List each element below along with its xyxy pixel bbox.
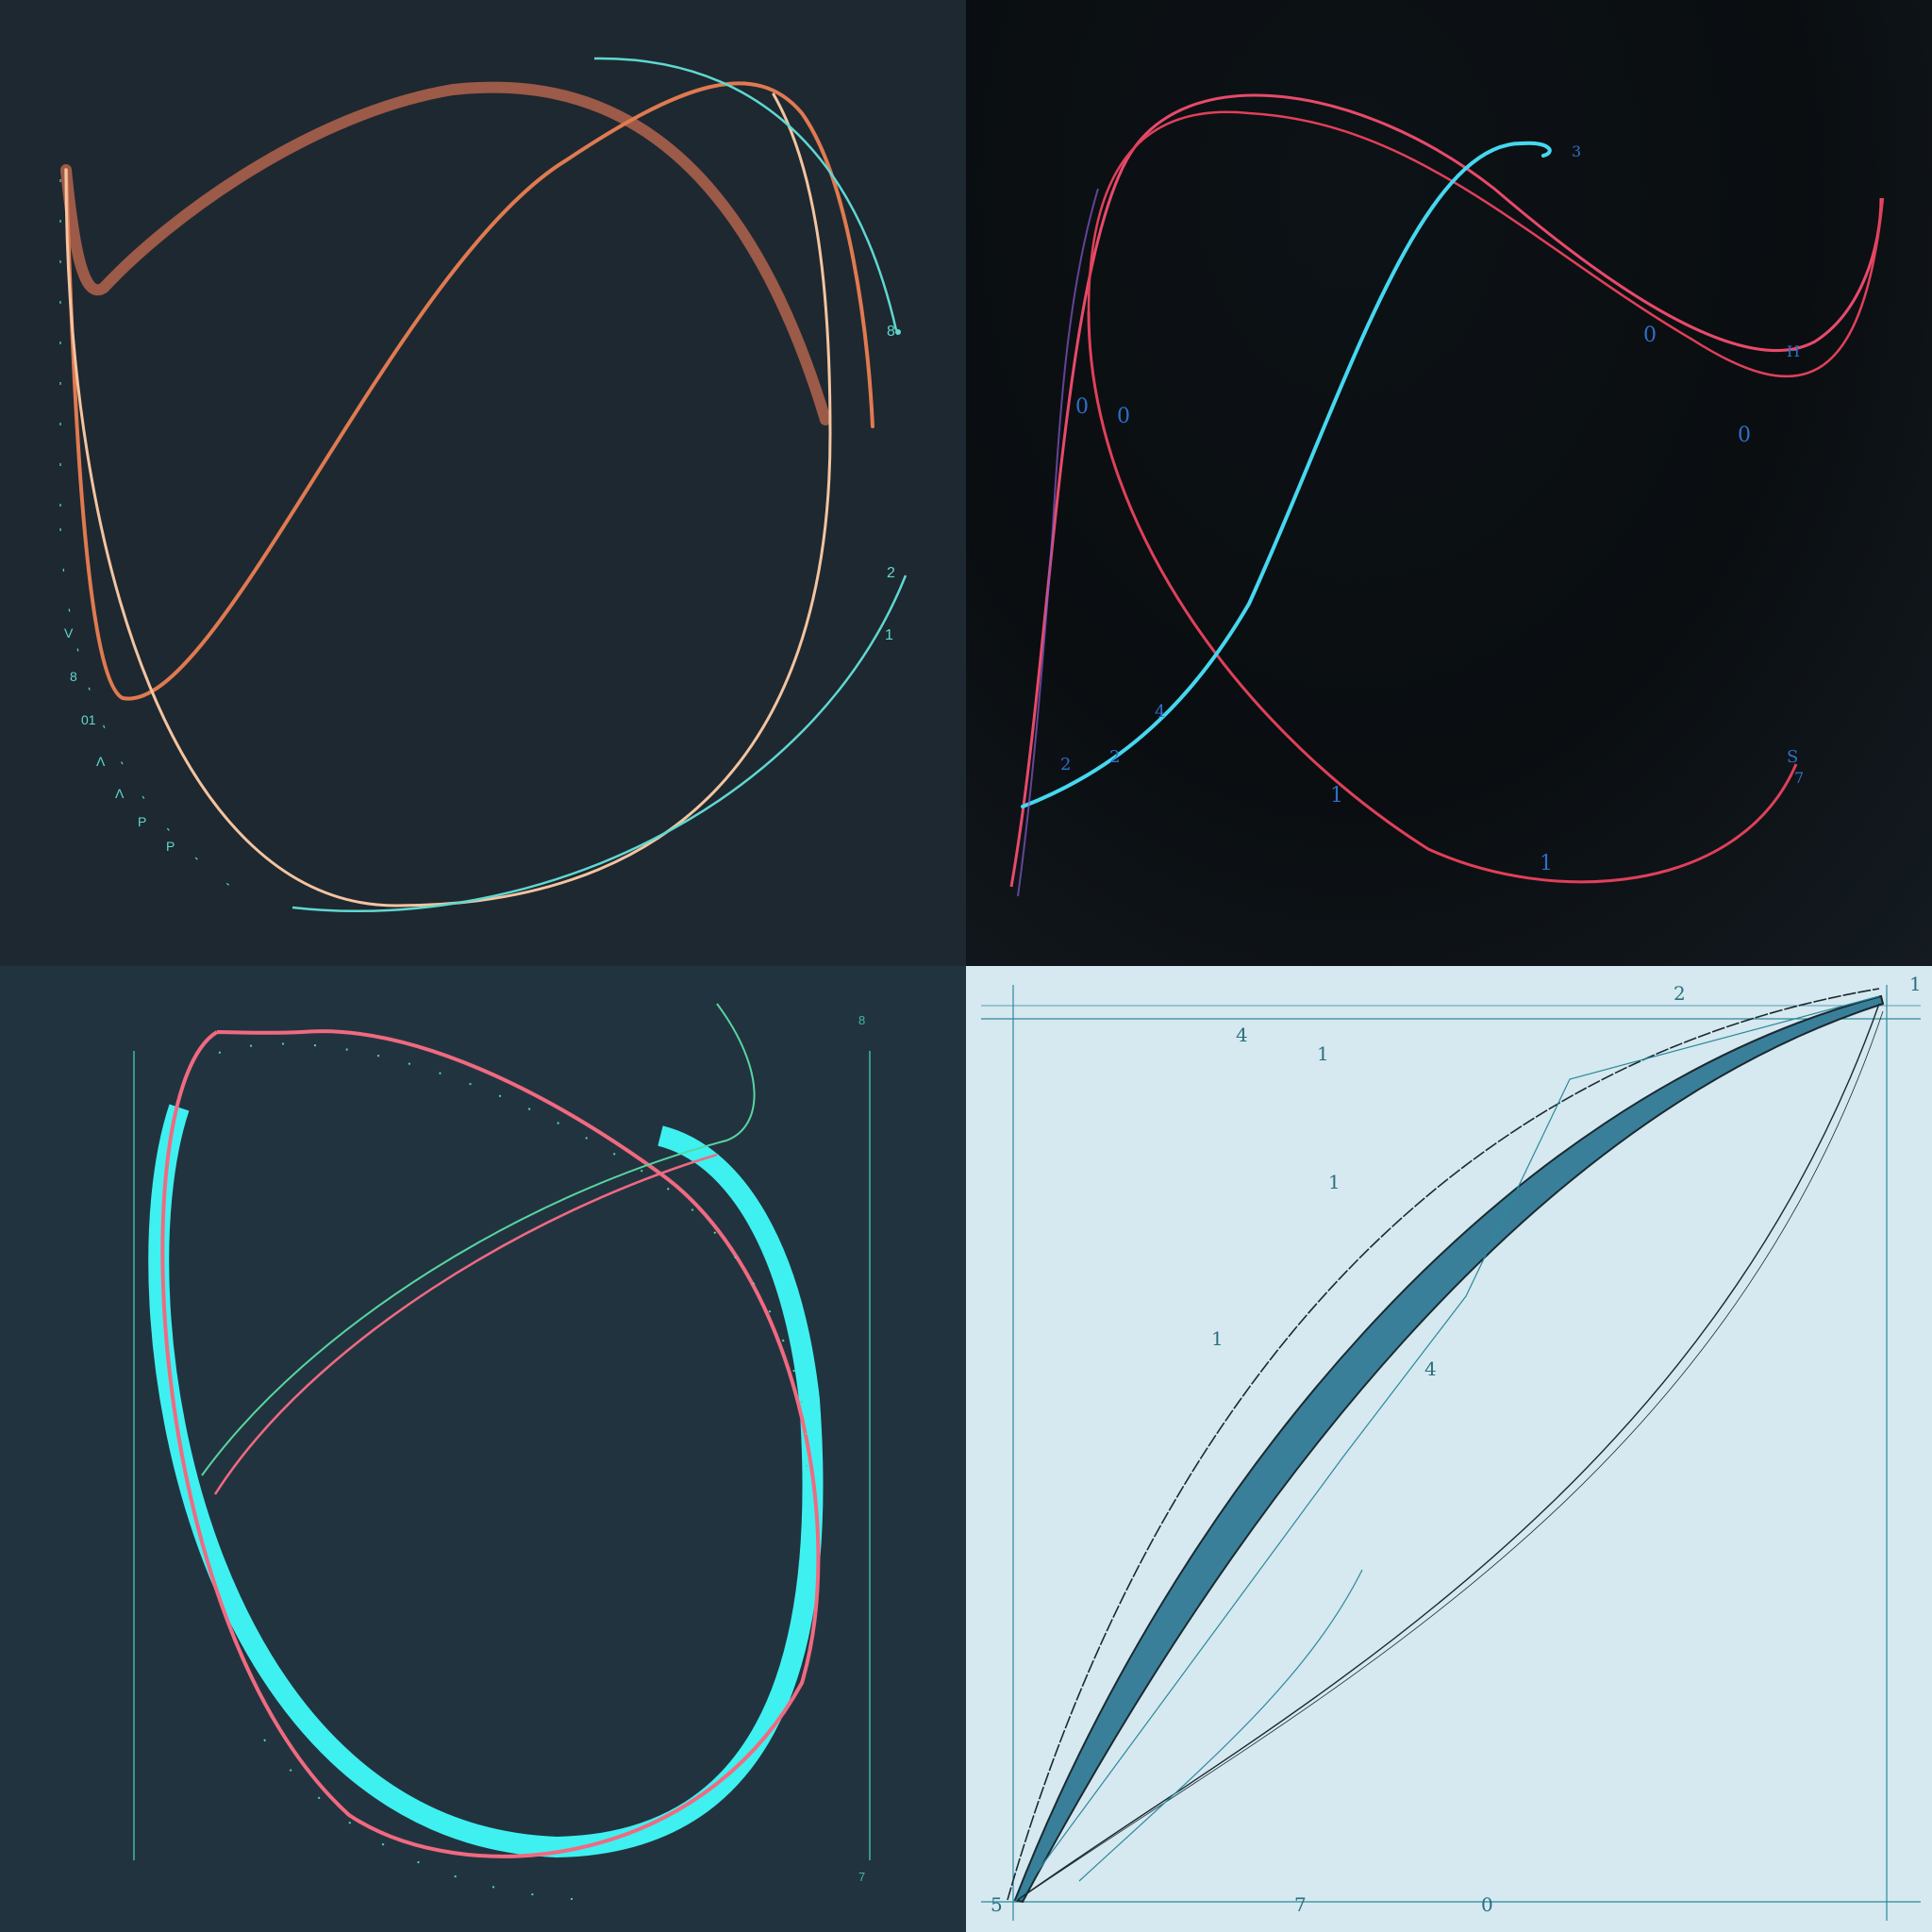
label-5-bottom-left: 5 xyxy=(991,1893,1003,1916)
right-label-1: 1 xyxy=(885,627,893,643)
outer-red-curve xyxy=(1009,93,1883,888)
side-label-8: 8 xyxy=(858,1013,865,1027)
axis-tick-label: V xyxy=(64,625,74,641)
panel-bottom-right-drawing: 4 1 2 1 1 1 4 5 7 0 xyxy=(981,973,1922,1921)
teal-axis-ticks xyxy=(59,179,246,897)
label-3: 3 xyxy=(1572,142,1581,160)
inner-red-curve xyxy=(1087,110,1885,378)
side-label-7: 7 xyxy=(858,1870,865,1884)
label-H: H xyxy=(1787,342,1800,360)
right-label-2: 2 xyxy=(887,565,895,581)
teal-diagonal xyxy=(1014,995,1880,1903)
axis-tick-label: P xyxy=(166,839,175,854)
panel-bottom-right: 4 1 2 1 1 1 4 5 7 0 xyxy=(966,966,1932,1932)
panel-bottom-left-drawing: 8 7 xyxy=(133,1003,871,1901)
teal-endpoint-dot xyxy=(895,329,901,335)
label-1-corner: 1 xyxy=(1909,973,1922,995)
lower-black-arc-2 xyxy=(1014,1010,1884,1903)
teal-bottom-arc xyxy=(291,575,908,912)
label-1-mid-left: 1 xyxy=(1211,1327,1224,1350)
axis-tick-label: Λ xyxy=(96,754,106,769)
pink-cross-curve xyxy=(213,1153,718,1495)
label-1-top: 1 xyxy=(1317,1042,1329,1065)
label-0-left: 0 xyxy=(1075,395,1089,419)
label-4-top: 4 xyxy=(1236,1024,1248,1046)
panel-top-right: 0 0 0 0 H 2 4 2 1 1 S 7 3 xyxy=(966,0,1932,966)
panel-top-right-drawing: 0 0 0 0 H 2 4 2 1 1 S 7 3 xyxy=(1009,93,1885,897)
cyan-rising-curve xyxy=(1021,141,1552,808)
label-1-mid: 1 xyxy=(1330,784,1343,808)
cyan-loop-band xyxy=(148,1104,824,1858)
label-2-lower: 2 xyxy=(1060,755,1071,774)
label-0-right-upper: 0 xyxy=(1643,324,1657,347)
right-label-8: 8 xyxy=(887,324,895,340)
axis-tick-label: 01 xyxy=(81,712,96,727)
label-2-top: 2 xyxy=(1674,982,1686,1005)
axis-tick-label: 8 xyxy=(70,669,77,684)
label-7: 7 xyxy=(1794,769,1804,787)
label-0-right-lower: 0 xyxy=(1738,424,1751,447)
mint-cross-curve xyxy=(201,1003,756,1476)
label-S: S xyxy=(1787,747,1798,767)
label-0-mid: 0 xyxy=(1117,405,1130,428)
orange-return-curve xyxy=(64,81,874,701)
pink-outer-loop xyxy=(160,1029,821,1858)
thick-orange-curve xyxy=(60,81,831,425)
peach-loop-curve xyxy=(64,92,832,908)
label-4: 4 xyxy=(1155,702,1165,722)
label-4-mid: 4 xyxy=(1424,1357,1437,1380)
panel-bottom-left: 8 7 xyxy=(0,966,966,1932)
panel-top-left-drawing: 8 2 1 V 8 01 Λ Λ P P xyxy=(59,57,908,912)
label-0-bottom: 0 xyxy=(1481,1893,1493,1916)
axis-tick-label: P xyxy=(138,814,146,829)
panel-top-left: 8 2 1 V 8 01 Λ Λ P P xyxy=(0,0,966,966)
outer-black-arc xyxy=(1007,988,1880,1901)
label-7-bottom: 7 xyxy=(1294,1893,1307,1916)
lower-red-sweep xyxy=(1087,310,1798,884)
left-purple-trace xyxy=(1017,188,1099,897)
label-1-upper-left: 1 xyxy=(1328,1171,1341,1193)
axis-tick-label: Λ xyxy=(115,786,125,801)
label-2-mid: 2 xyxy=(1109,747,1120,767)
lower-black-arc xyxy=(1014,1003,1880,1903)
steel-band-lower xyxy=(1013,994,1885,1904)
teal-short-curve xyxy=(1078,1569,1363,1882)
teal-top-arc xyxy=(593,57,898,331)
mint-ticked-arc xyxy=(218,1042,808,1495)
label-1-bottom: 1 xyxy=(1540,852,1553,875)
